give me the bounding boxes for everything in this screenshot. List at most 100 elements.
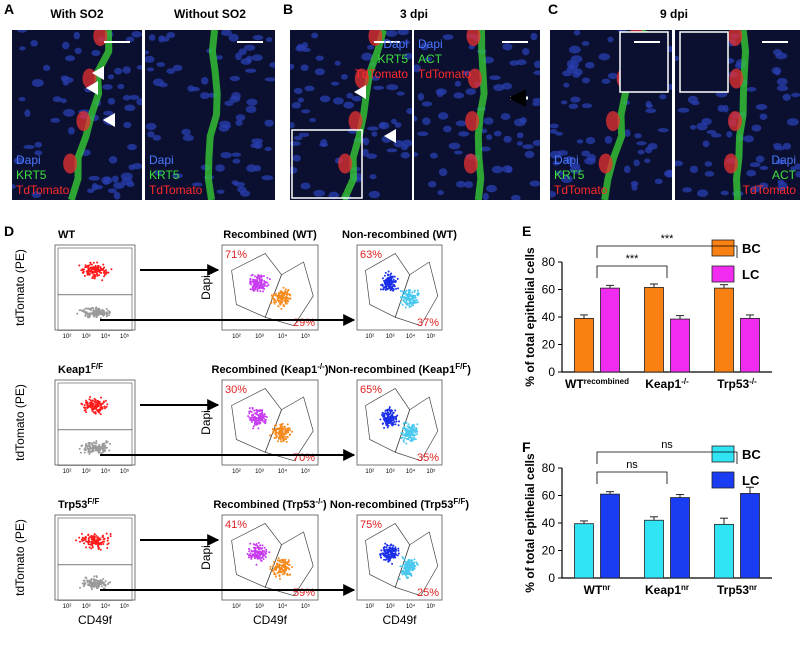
nucleus — [253, 165, 262, 172]
nucleus — [576, 139, 584, 144]
nucleus — [228, 33, 239, 42]
nucleus — [136, 98, 142, 106]
nucleus — [489, 75, 501, 81]
cell-dot — [406, 293, 409, 296]
cell-dot — [288, 563, 291, 566]
cell-dot — [390, 277, 393, 280]
cell-dot — [104, 580, 107, 583]
nucleus — [191, 182, 203, 187]
nucleus — [291, 102, 302, 109]
cell-dot — [391, 275, 394, 278]
log-tick-label: 10⁵ — [426, 603, 436, 610]
cell-dot — [96, 268, 99, 271]
cell-dot — [406, 573, 409, 576]
nucleus — [691, 100, 700, 106]
cell-dot — [78, 309, 81, 312]
cell-dot — [408, 561, 411, 564]
cell-dot — [278, 577, 281, 580]
nucleus — [746, 87, 757, 92]
cell-dot — [276, 295, 279, 298]
plot-title: Non-recombined (Trp53F/F) — [330, 497, 469, 512]
cell-dot — [82, 539, 85, 542]
significance-label: *** — [626, 253, 640, 265]
panel-letter: A — [4, 1, 14, 17]
cell-dot — [400, 571, 403, 574]
category-sup: -/- — [749, 377, 757, 386]
cell-dot — [287, 559, 290, 562]
cell-dot — [258, 419, 261, 422]
cell-dot — [278, 303, 281, 306]
nucleus — [147, 131, 155, 138]
cell-dot — [102, 314, 105, 317]
nucleus — [429, 152, 438, 159]
cell-dot — [416, 423, 419, 426]
nucleus — [269, 62, 275, 68]
cell-dot — [250, 549, 253, 552]
cell-dot — [93, 411, 96, 414]
cell-dot — [92, 402, 95, 405]
bar — [600, 287, 620, 373]
cell-dot — [96, 536, 99, 539]
gate — [394, 396, 439, 462]
cell-dot — [96, 274, 99, 277]
log-tick-label: 10⁴ — [406, 333, 416, 340]
cell-dot — [85, 411, 88, 414]
nucleus — [122, 66, 131, 74]
nucleus — [62, 81, 69, 86]
cell-dot — [284, 565, 287, 568]
log-tick-label: 10⁵ — [301, 603, 311, 610]
legend-swatch — [711, 239, 735, 257]
cell-dot — [288, 433, 291, 436]
channel-label: ACT — [418, 52, 443, 66]
nucleus — [265, 37, 273, 43]
log-tick-label: 10² — [232, 469, 241, 475]
x-axis-label: CD49f — [78, 613, 113, 627]
cell-dot — [385, 546, 388, 549]
cell-dot — [262, 420, 265, 423]
cell-dot — [273, 424, 276, 427]
nucleus — [516, 132, 524, 139]
nucleus — [746, 169, 757, 177]
cell-dot — [80, 532, 83, 535]
cell-dot — [285, 302, 288, 305]
category: WT — [565, 377, 584, 391]
epithelium-green — [474, 30, 488, 200]
cell-dot — [94, 542, 97, 545]
nucleus — [152, 78, 164, 87]
nucleus — [17, 30, 27, 33]
channel-label: TdTomato — [743, 183, 797, 197]
nucleus — [501, 82, 513, 90]
cell-dot — [379, 288, 382, 291]
channel-label: ACT — [772, 168, 797, 182]
nucleus — [448, 142, 461, 150]
gate-percent: 37% — [417, 317, 439, 329]
cell-dot — [88, 273, 91, 276]
cell-dot — [82, 310, 85, 313]
nucleus — [114, 67, 123, 75]
cell-dot — [83, 542, 86, 545]
cell-dot — [89, 307, 92, 310]
cell-dot — [411, 569, 414, 572]
cell-dot — [95, 587, 98, 590]
cell-dot — [101, 534, 104, 537]
nucleus — [659, 94, 667, 100]
cell-dot — [401, 433, 404, 436]
nucleus — [91, 182, 98, 191]
cell-dot — [256, 289, 259, 292]
cell-dot — [394, 549, 397, 552]
cell-dot — [384, 542, 387, 545]
cell-dot — [95, 273, 98, 276]
nucleus — [634, 133, 642, 139]
flow-plot-frame — [54, 244, 136, 331]
cell-dot — [389, 420, 392, 423]
cell-dot — [88, 312, 91, 315]
cell-dot — [380, 556, 383, 559]
nucleus — [421, 101, 433, 107]
nucleus — [572, 71, 581, 78]
cell-dot — [86, 406, 89, 409]
nucleus — [775, 159, 785, 165]
y-tick-label: 40 — [542, 516, 556, 530]
log-tick-label: 10² — [232, 334, 241, 340]
cell-dot — [402, 422, 405, 425]
cell-dot — [255, 563, 258, 566]
